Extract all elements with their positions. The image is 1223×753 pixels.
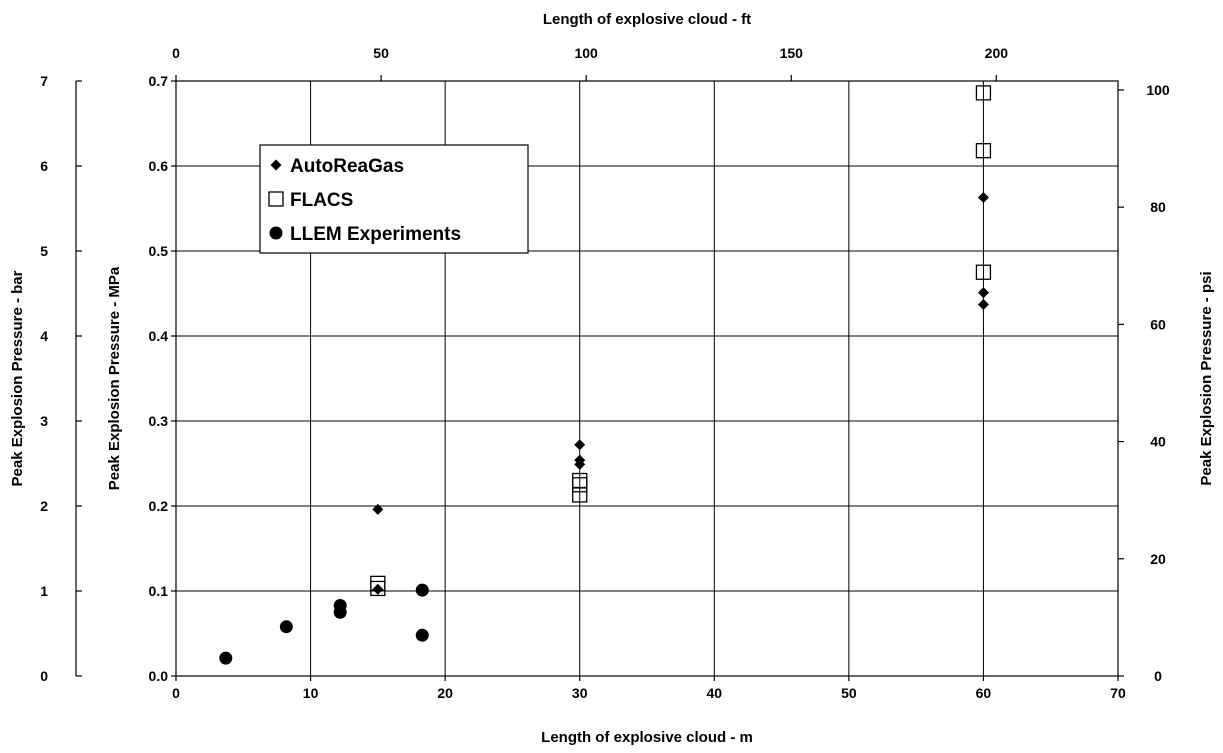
data-point [572,477,588,493]
y-axis-title-mpa: Peak Explosion Pressure - MPa [106,266,123,490]
data-point [977,299,989,311]
tick-label-psi: 0 [1154,668,1162,684]
data-point [372,583,384,595]
data-point [279,620,293,634]
tick-label-psi: 40 [1150,434,1166,450]
data-point [977,191,989,203]
data-point [415,628,429,642]
data-point [370,580,386,597]
data-series [219,85,992,665]
y-axis-title-bar: Peak Explosion Pressure - bar [9,270,26,486]
series-llem-experiments [219,583,429,665]
tick-label-bar: 7 [40,73,48,89]
axis-ticks: 0 10 20 30 40 50 60 700.00.10.20.30.40.50.60.70… [40,45,1170,701]
data-point [415,583,429,597]
tick-label-bar: 2 [40,498,48,514]
tick-label-x2: 100 [574,45,598,61]
x-axis-title: Length of explosive cloud - m [541,729,753,746]
legend-label-llem-experiments: LLEM Experiments [290,224,461,245]
data-point [975,85,992,101]
data-point [977,287,989,299]
tick-label-x: 70 [1110,685,1126,701]
legend-marker-flacs [268,191,284,207]
tick-label-x2: 200 [985,45,1009,61]
tick-label-x: 40 [706,685,722,701]
tick-label-x: 50 [841,685,857,701]
data-point [975,143,992,159]
tick-label-y-mpa: 0.2 [149,498,169,514]
tick-label-bar: 5 [40,243,48,259]
legend-marker-autoreagas [270,159,282,171]
plot-frame [175,80,1119,677]
tick-label-x2: 50 [373,45,389,61]
tick-label-bar: 0 [40,668,48,684]
tick-label-psi: 80 [1150,199,1166,215]
tick-label-y-mpa: 0.3 [149,413,169,429]
data-point [572,487,588,503]
tick-label-x2: 0 [172,45,180,61]
tick-label-x: 20 [437,685,453,701]
data-point [574,439,586,451]
legend-marker-symbol [270,159,282,171]
series-autoreagas [372,191,989,595]
tick-label-y-mpa: 0.4 [149,328,169,344]
tick-label-bar: 1 [40,583,48,599]
legend-marker-symbol [268,191,284,207]
tick-label-x: 60 [976,685,992,701]
legend-marker-symbol [269,226,283,240]
data-point [372,503,384,515]
legend-label-flacs: FLACS [290,190,353,211]
tick-label-x: 10 [303,685,319,701]
data-point [574,458,586,470]
data-point [975,264,992,280]
tick-label-y-mpa: 0.5 [149,243,169,259]
legend-label-autoreagas: AutoReaGas [290,156,404,177]
legend: AutoReaGas FLACS LLEM Experiments [259,144,529,254]
tick-label-y-mpa: 0.0 [149,668,169,684]
tick-label-x: 0 [172,685,180,701]
tick-label-bar: 4 [40,328,48,344]
tick-label-x2: 150 [780,45,804,61]
tick-label-psi: 60 [1150,316,1166,332]
tick-label-psi: 20 [1150,551,1166,567]
legend-marker-llem-experiments [269,226,283,240]
tick-label-x: 30 [572,685,588,701]
tick-label-bar: 6 [40,158,48,174]
top-x-axis-title: Length of explosive cloud - ft [543,11,751,28]
tick-label-y-mpa: 0.7 [149,73,169,89]
tick-label-psi: 100 [1146,82,1170,98]
tick-label-bar: 3 [40,413,48,429]
tick-label-y-mpa: 0.1 [149,583,169,599]
y-axis-title-psi: Peak Explosion Pressure - psi [1198,271,1215,485]
data-point [219,651,233,665]
tick-label-y-mpa: 0.6 [149,158,169,174]
legend-box [259,144,529,254]
data-point [333,605,347,619]
